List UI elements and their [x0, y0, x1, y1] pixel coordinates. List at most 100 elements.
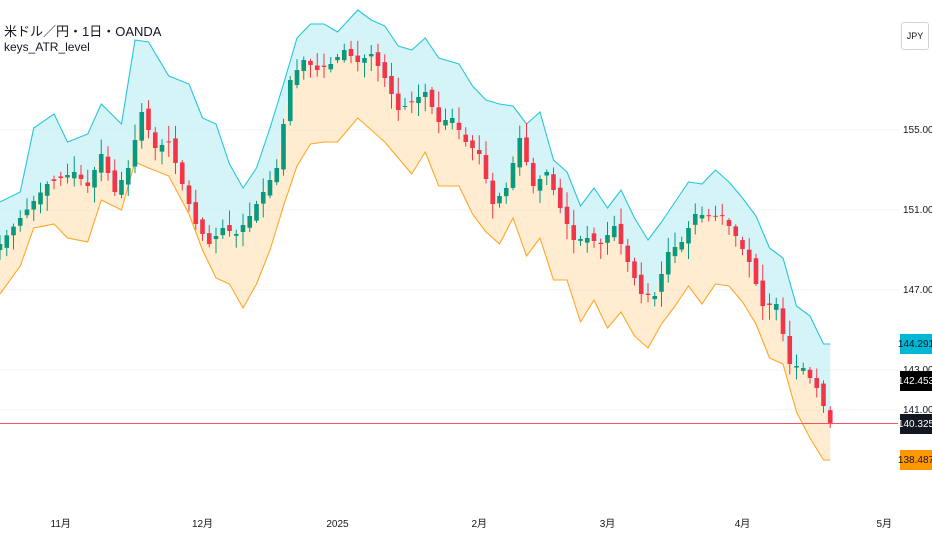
candle-body-73 — [490, 180, 496, 204]
candle-body-81 — [544, 172, 550, 176]
lower-band-fill — [0, 50, 831, 460]
y-tick-label-0: 155.000 — [903, 125, 932, 136]
candle-body-115 — [773, 304, 779, 310]
candle-body-120 — [807, 369, 813, 378]
candle-body-55 — [368, 54, 374, 57]
candle-body-116 — [780, 308, 786, 334]
candle-body-32 — [213, 236, 219, 240]
candle-body-76 — [510, 163, 516, 188]
time-axis[interactable]: 11月 12月 2025 2月 3月 4月 5月 — [51, 518, 892, 530]
price-tag-2: 140.325 — [898, 414, 932, 434]
candle-body-104 — [699, 215, 705, 219]
candle-body-0 — [0, 244, 3, 250]
candle-body-77 — [517, 138, 523, 168]
candle-body-35 — [233, 234, 239, 236]
candle-body-123 — [827, 410, 833, 424]
candle-body-58 — [389, 75, 394, 94]
candle-body-7 — [44, 184, 50, 196]
candle-body-8 — [51, 179, 57, 181]
candle-body-61 — [409, 101, 415, 103]
candle-body-30 — [200, 219, 205, 234]
candle-body-40 — [267, 180, 273, 196]
candle-body-24 — [159, 145, 165, 152]
candle-body-33 — [220, 228, 226, 236]
candle-body-90 — [605, 235, 610, 243]
candle-body-11 — [71, 172, 77, 179]
candle-body-74 — [497, 196, 502, 204]
candle-body-44 — [294, 70, 300, 85]
candle-body-100 — [672, 247, 678, 257]
candle-body-86 — [578, 239, 583, 241]
candle-body-102 — [686, 228, 691, 244]
candle-body-28 — [186, 185, 192, 204]
price-tag-3: 138.487 — [898, 450, 932, 470]
candle-body-20 — [132, 140, 138, 167]
candle-body-25 — [166, 141, 172, 143]
price-tag-1: 142.453 — [898, 371, 932, 391]
candle-body-37 — [247, 216, 253, 228]
candle-body-68 — [456, 122, 462, 130]
price-tag-0: 144.291 — [898, 334, 932, 354]
candle-body-112 — [753, 258, 759, 284]
candle-body-79 — [530, 162, 536, 186]
candle-body-99 — [665, 252, 671, 275]
currency-badge[interactable]: JPY — [901, 22, 929, 50]
candle-body-57 — [382, 62, 388, 78]
candle-body-96 — [645, 293, 651, 295]
candle-body-16 — [105, 156, 111, 173]
candle-body-69 — [463, 134, 469, 142]
candle-body-65 — [436, 107, 442, 122]
candle-body-26 — [173, 138, 178, 163]
candle-body-63 — [422, 92, 428, 97]
candle-body-10 — [65, 175, 70, 178]
candle-body-122 — [821, 383, 826, 406]
candle-body-121 — [814, 378, 820, 388]
candle-body-111 — [746, 249, 752, 262]
candle-body-114 — [767, 303, 772, 305]
indicator-legend[interactable]: keys_ATR_level — [4, 40, 90, 54]
candle-body-19 — [125, 168, 131, 185]
candle-body-17 — [112, 170, 118, 192]
candle-body-4 — [24, 209, 30, 216]
symbol-legend[interactable]: 米ドル／円・1日・OANDA — [4, 24, 162, 39]
candle-body-119 — [800, 368, 806, 371]
candle-body-107 — [719, 215, 725, 217]
candle-body-117 — [787, 336, 793, 364]
candle-body-105 — [706, 215, 712, 217]
y-tick-label-4: 141.000 — [903, 405, 932, 416]
candle-body-52 — [348, 48, 354, 56]
candle-body-83 — [557, 187, 563, 208]
x-tick-label-2: 2025 — [326, 519, 349, 530]
candle-body-14 — [92, 170, 97, 188]
x-tick-label-1: 12月 — [192, 518, 213, 530]
candle-body-56 — [375, 52, 381, 66]
price-axis[interactable]: 155.000 151.000 147.000 143.000 141.000 — [903, 125, 932, 416]
y-tick-label-3: 143.000 — [903, 365, 932, 376]
candle-body-71 — [476, 149, 482, 154]
candle-body-13 — [85, 182, 91, 186]
candle-body-84 — [564, 206, 570, 224]
candle-body-6 — [38, 192, 43, 205]
candle-body-91 — [611, 226, 617, 238]
candle-body-46 — [308, 60, 313, 65]
candle-body-88 — [591, 233, 597, 241]
candle-body-2 — [11, 226, 16, 236]
candle-body-9 — [58, 176, 64, 178]
x-tick-label-6: 5月 — [876, 518, 892, 530]
candle-body-39 — [260, 192, 266, 204]
candle-body-23 — [152, 132, 158, 148]
candle-body-85 — [571, 225, 577, 240]
candle-body-64 — [429, 89, 435, 107]
candle-body-118 — [794, 366, 799, 368]
candle-body-72 — [483, 155, 489, 179]
candle-body-41 — [274, 168, 280, 183]
candle-body-15 — [98, 154, 104, 173]
candle-body-47 — [314, 65, 320, 70]
candle-body-106 — [713, 215, 718, 217]
candle-body-38 — [254, 204, 259, 221]
candle-body-5 — [31, 201, 37, 210]
candle-body-50 — [335, 57, 340, 61]
candle-body-92 — [618, 223, 624, 244]
y-tick-label-1: 151.000 — [903, 205, 932, 216]
